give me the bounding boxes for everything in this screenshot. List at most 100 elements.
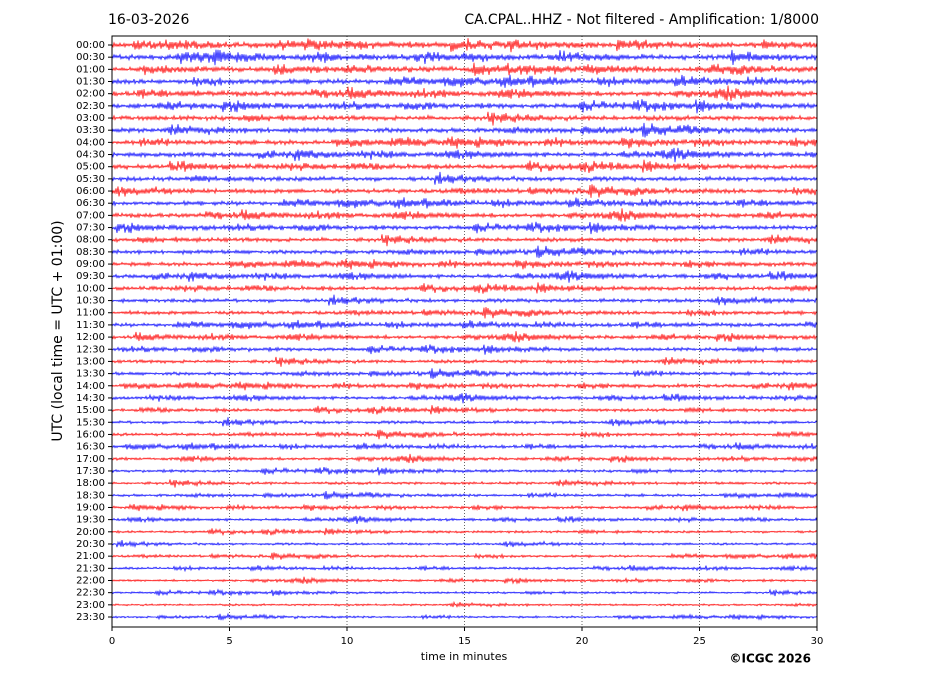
- trace: [111, 159, 818, 173]
- y-tick-label: 22:00: [76, 575, 105, 586]
- trace: [111, 197, 818, 209]
- y-tick-label: 05:00: [76, 162, 105, 173]
- y-tick-label: 23:00: [76, 600, 105, 611]
- y-tick-label: 12:30: [76, 344, 105, 355]
- trace: [111, 99, 818, 114]
- trace: [111, 442, 818, 451]
- y-tick-label: 00:00: [76, 40, 105, 51]
- trace: [111, 208, 818, 222]
- trace: [111, 319, 818, 330]
- y-tick-label: 01:30: [76, 77, 105, 88]
- trace: [111, 85, 818, 101]
- trace: [111, 405, 818, 415]
- trace: [111, 282, 818, 294]
- y-tick-label: 04:30: [76, 150, 105, 161]
- x-tick-label: 15: [458, 636, 471, 647]
- trace: [111, 356, 818, 367]
- trace: [111, 74, 818, 88]
- trace: [111, 515, 818, 525]
- trace: [111, 49, 818, 66]
- y-tick-label: 01:00: [76, 64, 105, 75]
- y-tick-label: 17:00: [76, 454, 105, 465]
- x-axis-label: time in minutes: [421, 650, 508, 663]
- trace: [111, 576, 818, 585]
- y-tick-label: 04:00: [76, 137, 105, 148]
- trace: [111, 136, 818, 149]
- y-tick-label: 16:00: [76, 429, 105, 440]
- y-tick-label: 15:00: [76, 405, 105, 416]
- y-tick-label: 09:30: [76, 271, 105, 282]
- y-tick-label: 21:00: [76, 551, 105, 562]
- y-tick-label: 19:00: [76, 502, 105, 513]
- trace: [111, 331, 818, 343]
- trace: [111, 245, 818, 259]
- y-tick-label: 18:00: [76, 478, 105, 489]
- y-tick-label: 14:30: [76, 393, 105, 404]
- trace: [111, 491, 818, 500]
- y-tick-label: 20:30: [76, 539, 105, 550]
- x-tick-label: 20: [576, 636, 589, 647]
- trace: [111, 417, 818, 427]
- y-tick-label: 06:00: [76, 186, 105, 197]
- trace: [111, 344, 818, 355]
- chart-date: 16-03-2026: [108, 12, 189, 28]
- y-tick-label: 02:30: [76, 101, 105, 112]
- y-tick-label: 21:30: [76, 563, 105, 574]
- trace: [111, 270, 818, 283]
- y-tick-label: 02:00: [76, 89, 105, 100]
- trace: [111, 479, 818, 488]
- trace: [111, 234, 818, 247]
- trace: [111, 466, 818, 476]
- trace: [111, 147, 818, 163]
- trace: [111, 368, 818, 379]
- trace: [111, 564, 818, 573]
- y-axis-label: UTC (local time = UTC + 01:00): [50, 220, 66, 441]
- y-tick-label: 03:30: [76, 125, 105, 136]
- trace: [111, 306, 818, 319]
- y-tick-label: 14:00: [76, 381, 105, 392]
- trace: [111, 588, 818, 597]
- y-tick-label: 11:00: [76, 308, 105, 319]
- x-tick-label: 0: [109, 636, 115, 647]
- chart-title: CA.CPAL..HHZ - Not filtered - Amplificat…: [464, 12, 819, 28]
- y-tick-label: 08:00: [76, 235, 105, 246]
- y-tick-label: 10:00: [76, 283, 105, 294]
- y-tick-label: 13:30: [76, 369, 105, 380]
- y-tick-label: 07:30: [76, 223, 105, 234]
- trace: [111, 612, 818, 621]
- trace: [111, 171, 818, 185]
- trace: [111, 540, 818, 548]
- trace: [111, 453, 818, 464]
- y-tick-label: 18:30: [76, 490, 105, 501]
- y-tick-label: 13:00: [76, 356, 105, 367]
- y-tick-label: 06:30: [76, 198, 105, 209]
- x-tick-label: 5: [226, 636, 232, 647]
- y-tick-label: 15:30: [76, 417, 105, 428]
- trace: [111, 62, 818, 76]
- y-tick-label: 23:30: [76, 612, 105, 623]
- y-tick-label: 20:00: [76, 527, 105, 538]
- trace: [111, 503, 818, 512]
- trace: [111, 527, 818, 537]
- trace: [111, 600, 818, 609]
- x-tick-label: 10: [341, 636, 354, 647]
- trace: [111, 122, 818, 138]
- y-tick-label: 09:00: [76, 259, 105, 270]
- x-tick-label: 30: [811, 636, 824, 647]
- y-tick-label: 00:30: [76, 52, 105, 63]
- trace: [111, 294, 818, 306]
- trace: [111, 429, 818, 440]
- y-tick-label: 10:30: [76, 296, 105, 307]
- y-tick-label: 22:30: [76, 588, 105, 599]
- y-tick-label: 03:00: [76, 113, 105, 124]
- trace: [111, 393, 818, 404]
- trace: [111, 111, 818, 126]
- trace: [111, 552, 818, 560]
- trace: [111, 38, 818, 53]
- y-tick-label: 12:00: [76, 332, 105, 343]
- trace: [111, 184, 818, 198]
- y-tick-label: 16:30: [76, 442, 105, 453]
- y-tick-label: 08:30: [76, 247, 105, 258]
- x-tick-label: 25: [693, 636, 706, 647]
